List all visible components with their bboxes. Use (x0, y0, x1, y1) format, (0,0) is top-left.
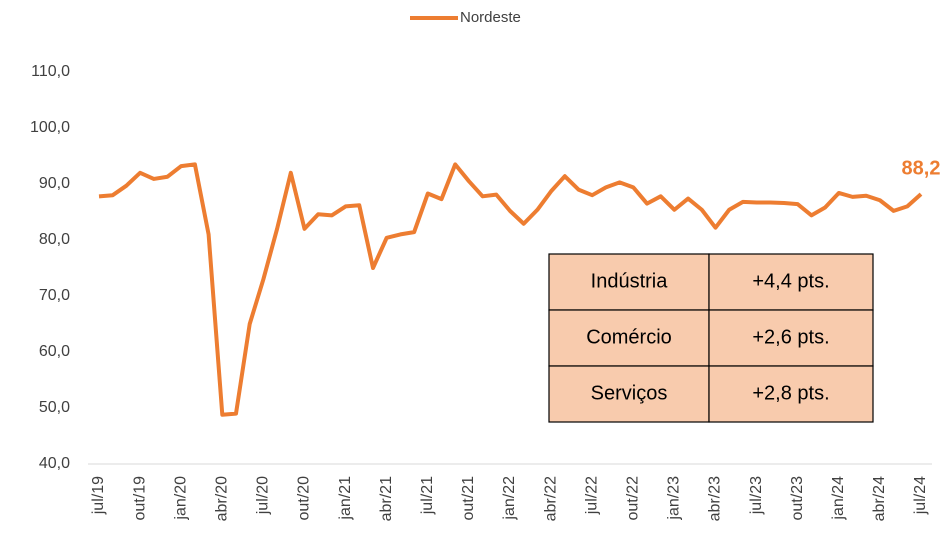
x-tick-label: abr/20 (214, 476, 231, 521)
y-tick-label: 70,0 (39, 287, 70, 304)
table-cell (708, 253, 874, 311)
table-text: +4,4 pts. (752, 270, 829, 292)
x-tick-label: abr/22 (542, 476, 559, 521)
x-tick-label: jul/24 (912, 476, 929, 515)
x-tick-label: out/21 (460, 476, 477, 521)
table-text: Indústria (591, 270, 669, 292)
table-cell (548, 253, 710, 311)
x-tick-label: out/22 (625, 476, 642, 521)
x-tick-label: abr/21 (378, 476, 395, 521)
table-text: +2,8 pts. (752, 382, 829, 404)
table-cell (548, 365, 710, 423)
y-tick-label: 100,0 (30, 119, 70, 136)
legend-label: Nordeste (460, 9, 521, 26)
x-tick-label: jan/20 (172, 476, 189, 521)
x-tick-label: jul/20 (255, 476, 272, 515)
table-text: Serviços (591, 382, 668, 404)
y-tick-label: 40,0 (39, 455, 70, 472)
line (98, 162, 923, 417)
x-tick-label: abr/23 (707, 476, 724, 521)
data-label: 88,2 (902, 157, 941, 179)
y-tick-label: 110,0 (31, 63, 70, 80)
x-tick-label: jul/21 (419, 476, 436, 515)
y-tick-label: 80,0 (39, 231, 70, 248)
y-tick-label: 60,0 (39, 343, 70, 360)
y-tick-label: 50,0 (39, 399, 70, 416)
x-tick-label: jan/22 (501, 476, 518, 521)
x-tick-label: jan/21 (337, 476, 354, 521)
table-cell (548, 309, 710, 367)
x-tick-label: out/23 (789, 476, 806, 521)
table-cell (708, 365, 874, 423)
x-tick-label: jul/22 (583, 476, 600, 515)
x-tick-label: out/19 (131, 476, 148, 521)
x-tick-label: jan/23 (666, 476, 683, 521)
table-text: +2,6 pts. (752, 326, 829, 348)
y-tick-label: 90,0 (39, 175, 70, 192)
x-tick-label: jan/24 (830, 476, 847, 521)
x-tick-label: jul/23 (748, 476, 765, 515)
x-tick-label: out/20 (296, 476, 313, 521)
table-text: Comércio (586, 326, 672, 348)
x-tick-label: jul/19 (90, 476, 107, 515)
x-tick-label: abr/24 (871, 476, 888, 521)
